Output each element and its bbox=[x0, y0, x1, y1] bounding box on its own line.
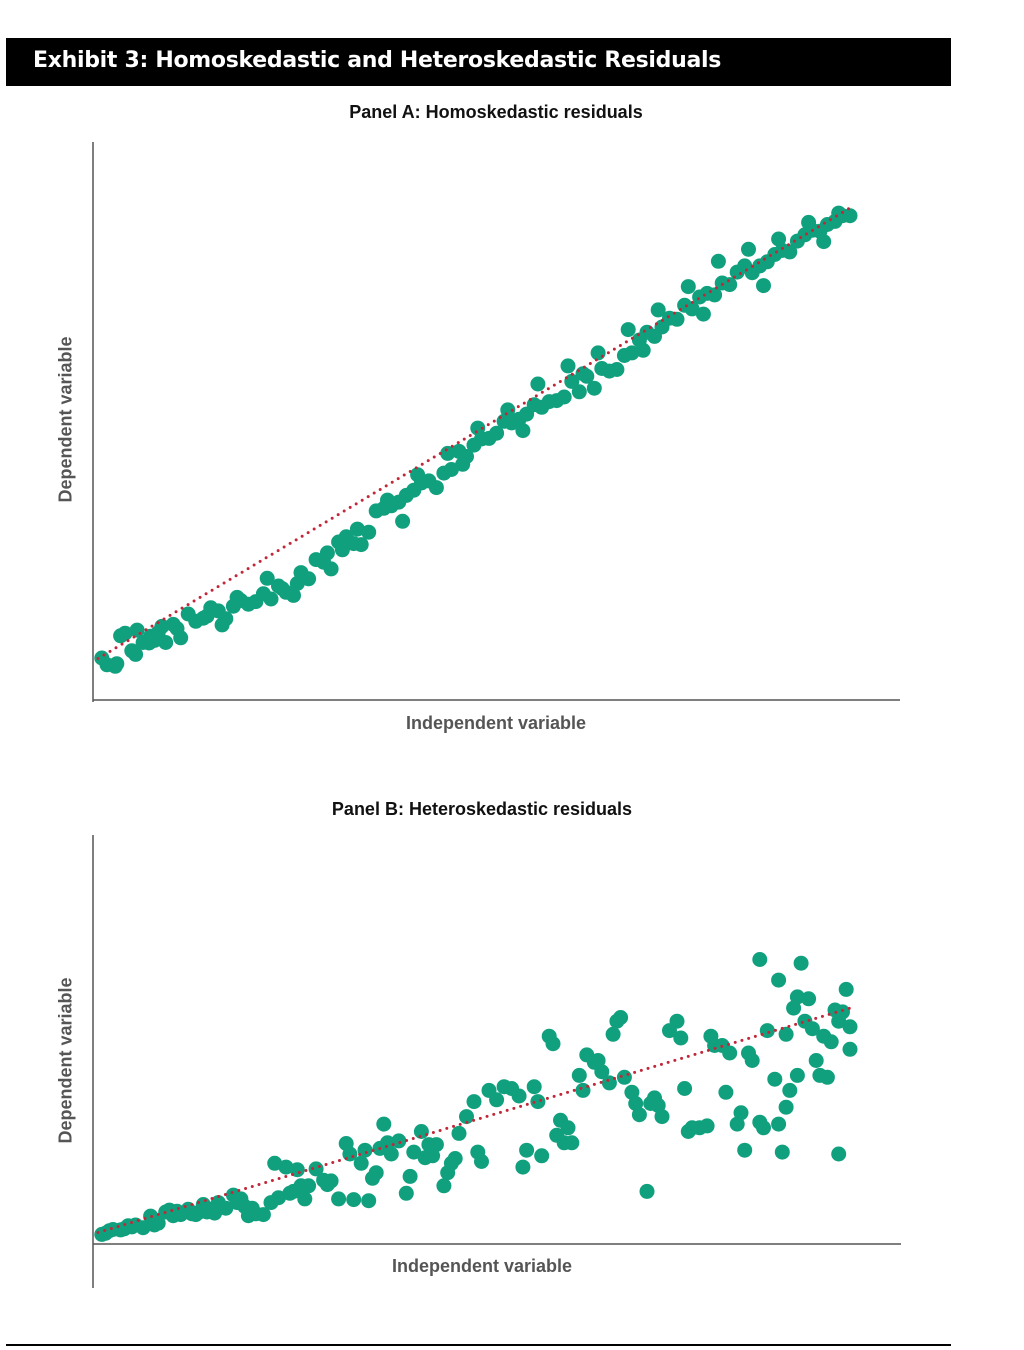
panel-a-data-point bbox=[410, 467, 426, 483]
panel-a-data-point bbox=[323, 561, 339, 577]
exhibit-header: Exhibit 3: Homoskedastic and Heteroskeda… bbox=[6, 38, 951, 86]
panel-a-data-point bbox=[530, 376, 546, 392]
panel-a-data-point bbox=[571, 384, 587, 400]
panel-a-data-point bbox=[395, 513, 411, 529]
panel-a-data-point bbox=[443, 462, 459, 477]
panel-a-data-point bbox=[556, 389, 572, 405]
panel-a-data-point bbox=[560, 358, 576, 374]
panel-a-data-point bbox=[650, 302, 666, 318]
panel-a-data-point bbox=[771, 231, 787, 247]
panel-a-data-point bbox=[710, 253, 726, 269]
panel-a-data-point bbox=[109, 656, 125, 672]
panel-a-data-point bbox=[353, 537, 369, 553]
panel-a-data-point bbox=[289, 576, 305, 591]
panel-a-data-point bbox=[263, 591, 279, 607]
bottom-rule bbox=[6, 1344, 951, 1346]
panel-a-data-point bbox=[684, 301, 700, 317]
panel-a-data-point bbox=[229, 589, 245, 605]
panel-a-data-point bbox=[428, 480, 444, 496]
panel-a-data-point bbox=[801, 214, 817, 230]
panel-a-data-point bbox=[274, 581, 290, 597]
panel-a-data-point bbox=[782, 244, 798, 260]
panel-a-data-point bbox=[470, 420, 486, 436]
panel-a-data-point bbox=[842, 208, 858, 224]
panel-a-data-point bbox=[590, 345, 606, 361]
panel-a-data-point bbox=[259, 570, 275, 586]
panel-a-data-point bbox=[489, 425, 505, 441]
panel-a-data-point bbox=[635, 342, 651, 358]
panel-a-data-point bbox=[440, 445, 456, 461]
panel-a-title: Panel A: Homoskedastic residuals bbox=[349, 102, 643, 122]
panel-a-data-point bbox=[609, 362, 625, 377]
panel-a-data-point bbox=[301, 571, 317, 587]
panel-a-data-point bbox=[722, 277, 738, 293]
panel-a-data-point bbox=[586, 380, 602, 396]
panel-a-data-point bbox=[334, 542, 350, 558]
panel-a-data-point bbox=[169, 621, 185, 636]
panel-a-data-point bbox=[624, 345, 640, 361]
panel-b-title: Panel B: Heteroskedastic residuals bbox=[331, 799, 633, 819]
panel-a-data-point bbox=[669, 311, 685, 327]
panel-a-data-point bbox=[500, 402, 516, 418]
panel-a-data-point bbox=[319, 545, 335, 561]
panel-a-data-point bbox=[756, 278, 771, 294]
panel-a-data-point bbox=[741, 241, 756, 257]
exhibit-title: Exhibit 3: Homoskedastic and Heteroskeda… bbox=[33, 48, 722, 73]
panel-a-data-point bbox=[564, 373, 580, 389]
panel-a-x-axis-label: Independent variable bbox=[405, 713, 587, 733]
panel-a-data-point bbox=[286, 587, 301, 603]
panel-a-data-point bbox=[361, 524, 377, 540]
panel-a-y-axis-label: Dependent variable bbox=[55, 336, 76, 503]
panel-a-data-point bbox=[380, 492, 395, 508]
panel-a-data-point bbox=[349, 521, 365, 537]
panel-a-data-point bbox=[455, 456, 471, 472]
panel-a-data-point bbox=[117, 625, 133, 641]
panel-a-data-point bbox=[515, 423, 531, 439]
panel-a-data-point bbox=[695, 306, 711, 322]
panel-a-data-point bbox=[129, 622, 145, 638]
panel-a-data-point bbox=[214, 617, 230, 633]
panel-a-data-point bbox=[831, 205, 847, 221]
panel-a-data-point bbox=[816, 234, 832, 250]
panel-a-data-point bbox=[128, 646, 144, 662]
panel-a-data-point bbox=[199, 608, 215, 624]
panel-a-data-point bbox=[150, 625, 166, 641]
panel-a-data-point bbox=[680, 279, 696, 295]
panel-a-data-point bbox=[620, 322, 636, 338]
panel-a-trend-line bbox=[96, 206, 852, 661]
panel-b-y-axis-label: Dependent variable bbox=[55, 977, 76, 1144]
panel-a-data-point bbox=[575, 366, 591, 382]
panel-b-x-axis-label: Independent variable bbox=[391, 1256, 573, 1276]
